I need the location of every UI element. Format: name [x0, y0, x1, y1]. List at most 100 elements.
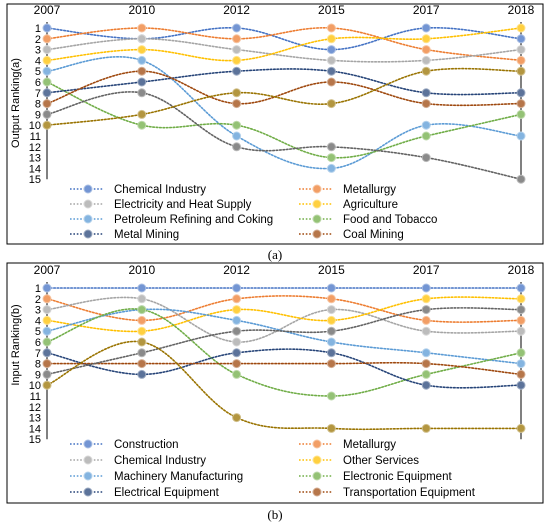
y-tick-label: 14 [29, 163, 41, 175]
data-point [232, 305, 242, 315]
legend-label: Metallurgy [343, 439, 396, 451]
data-point [137, 23, 147, 33]
data-point [516, 369, 526, 379]
y-tick-label: 6 [35, 77, 41, 89]
legend-label: Coal Mining [343, 229, 404, 241]
data-point [137, 45, 147, 55]
y-tick-label: 6 [35, 337, 41, 349]
data-point [421, 359, 431, 369]
data-point [232, 359, 242, 369]
data-point [516, 315, 526, 325]
legend-label: Metallurgy [343, 184, 396, 196]
data-point [137, 337, 147, 347]
chart-panel-a: 2007 2010 2012 2015 2017 20181234567891011121… [6, 3, 544, 245]
data-point [421, 423, 431, 433]
legend-marker [83, 229, 93, 239]
data-point [516, 88, 526, 98]
data-point [326, 283, 336, 293]
data-point [326, 359, 336, 369]
data-point [232, 99, 242, 109]
legend-label: Chemical Industry [114, 455, 206, 467]
data-point [326, 326, 336, 336]
series-line [46, 91, 522, 180]
y-tick-label: 11 [30, 131, 41, 143]
data-point [421, 55, 431, 65]
data-point [326, 163, 336, 173]
legend-marker [83, 455, 93, 465]
legend-label: Transportation Equipment [343, 487, 476, 499]
data-point [42, 326, 52, 336]
legend-label: Electrical Equipment [114, 487, 220, 499]
chart-panel-b: 2007 2010 2012 2015 2017 20181234567891011121… [6, 262, 544, 504]
data-point [421, 88, 431, 98]
x-tick-label: 2018 [508, 263, 535, 277]
series-line [46, 27, 522, 62]
data-point [421, 326, 431, 336]
data-point [137, 55, 147, 65]
data-point [421, 369, 431, 379]
data-point [326, 337, 336, 347]
legend-marker [312, 471, 322, 481]
legend-label: Metal Mining [114, 229, 179, 241]
data-point [42, 294, 52, 304]
data-point [137, 294, 147, 304]
y-tick-label: 4 [35, 55, 41, 67]
y-tick-label: 5 [35, 66, 41, 78]
x-tick-label: 2012 [223, 263, 250, 277]
series-line [46, 81, 522, 159]
series-line [46, 361, 522, 376]
data-point [421, 45, 431, 55]
legend-label: Petroleum Refining and Coking [114, 214, 273, 226]
data-point [516, 174, 526, 184]
data-point [421, 305, 431, 315]
y-tick-label: 7 [35, 348, 41, 360]
data-point [42, 23, 52, 33]
legend-marker [312, 439, 322, 449]
legend-label: Construction [114, 439, 179, 451]
legend-label: Machinery Manufacturing [114, 471, 243, 483]
data-point [421, 131, 431, 141]
legend-marker [83, 199, 93, 209]
data-point [326, 45, 336, 55]
series-line [46, 296, 522, 333]
data-point [137, 66, 147, 76]
data-point [42, 34, 52, 44]
data-point [232, 34, 242, 44]
legend-marker [312, 455, 322, 465]
data-point [421, 153, 431, 163]
data-point [137, 315, 147, 325]
legend-label: Agriculture [343, 199, 398, 211]
x-tick-label: 2018 [508, 3, 535, 17]
y-tick-label: 1 [35, 23, 41, 35]
data-point [42, 380, 52, 390]
data-point [421, 99, 431, 109]
legend-marker [83, 439, 93, 449]
data-point [42, 348, 52, 358]
y-tick-label: 8 [35, 359, 41, 371]
legend: Construction Metallurgy Chemical Industry O… [70, 439, 476, 499]
legend-marker [83, 471, 93, 481]
y-tick-label: 2 [35, 34, 41, 46]
y-tick-label: 14 [29, 423, 41, 435]
data-point [326, 423, 336, 433]
data-point [421, 23, 431, 33]
data-point [137, 359, 147, 369]
legend-label: Food and Tobacco [343, 214, 437, 226]
data-point [326, 305, 336, 315]
x-tick-label: 2012 [223, 3, 250, 17]
y-axis-title: Output Ranking(a) [10, 58, 22, 148]
y-tick-label: 11 [30, 391, 41, 403]
x-tick-label: 2015 [318, 3, 345, 17]
data-point [137, 34, 147, 44]
data-point [137, 326, 147, 336]
series-line [46, 67, 522, 126]
data-point [232, 45, 242, 55]
data-point [516, 23, 526, 33]
data-point [516, 109, 526, 119]
data-point [42, 55, 52, 65]
data-point [421, 283, 431, 293]
legend-label: Other Services [343, 455, 419, 467]
data-point [232, 413, 242, 423]
y-tick-label: 13 [29, 413, 41, 425]
